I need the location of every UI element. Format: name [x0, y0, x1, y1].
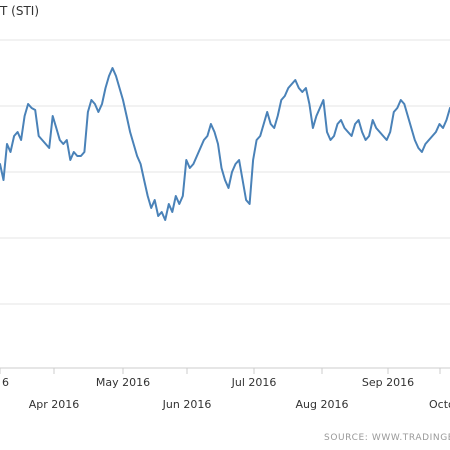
- x-tick-label: Sep 2016: [362, 376, 414, 389]
- source-credit: SOURCE: WWW.TRADINGECO: [324, 433, 450, 443]
- x-tick-label: Octo: [429, 398, 450, 411]
- x-tick-label: 6: [2, 376, 9, 389]
- series-line: [0, 67, 450, 221]
- chart-title: T (STI): [0, 4, 39, 18]
- x-tick-label: May 2016: [96, 376, 150, 389]
- x-axis-ticks: 6 Apr 2016 May 2016 Jun 2016 Jul 2016 Aug 201…: [0, 368, 450, 411]
- x-tick-label: Jun 2016: [162, 398, 212, 411]
- grid-lines: [0, 39, 450, 369]
- x-tick-label: Apr 2016: [29, 398, 80, 411]
- x-tick-label: Aug 2016: [296, 398, 349, 411]
- x-tick-label: Jul 2016: [231, 376, 277, 389]
